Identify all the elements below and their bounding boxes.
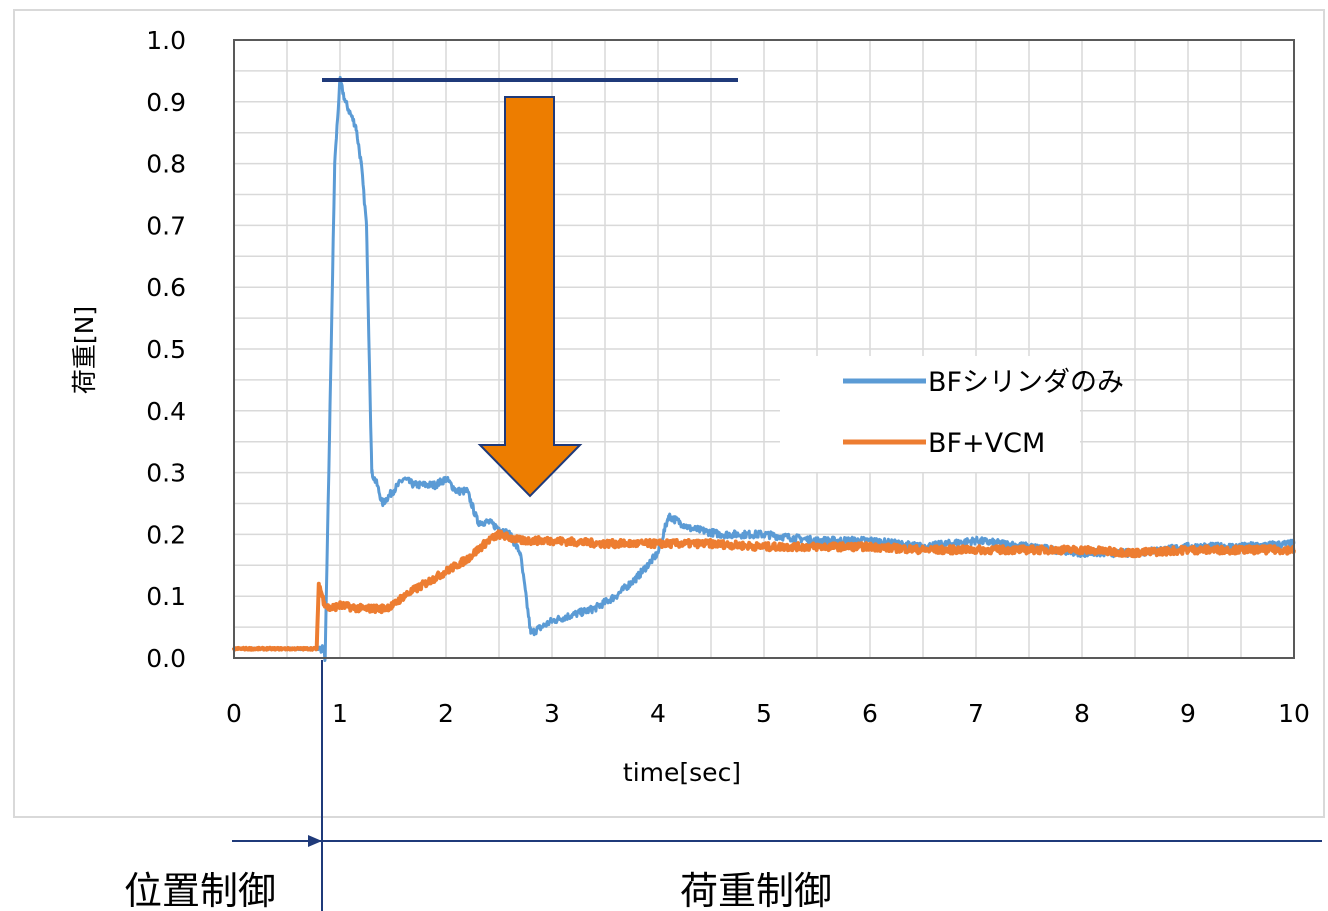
x-tick-label: 3: [544, 699, 560, 728]
y-tick-label: 0.8: [146, 150, 186, 179]
phase-label-load-control: 荷重制御: [680, 869, 832, 911]
x-tick-label: 2: [438, 699, 454, 728]
y-tick-label: 0.1: [146, 582, 186, 611]
y-tick-label: 0.4: [146, 397, 186, 426]
series-layer: [232, 75, 1296, 662]
y-tick-label: 0.0: [146, 644, 186, 673]
x-tick-label: 7: [968, 699, 984, 728]
y-tick-label: 1.0: [146, 26, 186, 55]
x-tick-label: 8: [1074, 699, 1090, 728]
plot-area: [233, 39, 1295, 659]
x-tick-label: 10: [1278, 699, 1310, 728]
y-tick-label: 0.2: [146, 520, 186, 549]
phase-label-position-control: 位置制御: [124, 869, 276, 911]
x-tick-label: 1: [332, 699, 348, 728]
x-tick-label: 5: [756, 699, 772, 728]
reduction-arrow: [477, 96, 583, 498]
legend-box: [780, 356, 1080, 472]
ticks: 0 1 2 3 4 5 6 7 8 9 10 0.0 0.1 0.2 0.3 0.4 0.5 0.6 0.7 0.8 0…: [146, 26, 1310, 728]
x-tick-label: 6: [862, 699, 878, 728]
y-tick-label: 0.5: [146, 335, 186, 364]
y-axis-title: 荷重[N]: [70, 306, 99, 394]
x-axis-title: time[sec]: [623, 758, 741, 787]
grid: [233, 39, 1295, 659]
legend-label-bf-vcm: BF+VCM: [928, 428, 1045, 459]
series-line-bf-vcm: [232, 529, 1296, 652]
y-tick-label: 0.6: [146, 273, 186, 302]
chart-frame: [13, 9, 1325, 818]
y-tick-label: 0.9: [146, 88, 186, 117]
x-tick-label: 0: [226, 699, 242, 728]
y-tick-label: 0.3: [146, 459, 186, 488]
phase-arrow-head: [308, 835, 322, 847]
y-tick-label: 0.7: [146, 211, 186, 240]
x-tick-label: 9: [1180, 699, 1196, 728]
legend: BFシリンダのみ BF+VCM: [780, 356, 1124, 472]
x-tick-label: 4: [650, 699, 666, 728]
legend-label-bf-cylinder: BFシリンダのみ: [928, 367, 1124, 398]
